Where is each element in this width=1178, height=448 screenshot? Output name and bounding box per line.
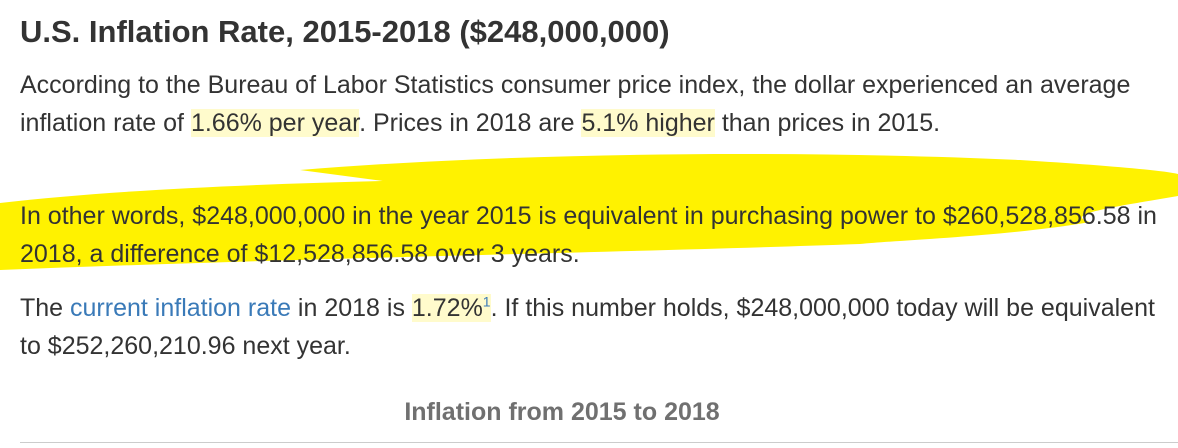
- current-text-1: The: [20, 294, 71, 322]
- current-text-3: . If this number holds, $248,000,000 tod…: [20, 294, 1155, 360]
- intro-text-2: . Prices in 2018 are: [359, 109, 582, 137]
- equivalence-paragraph: In other words, $248,000,000 in the year…: [20, 202, 1157, 268]
- current-inflation-rate-link[interactable]: current inflation rate: [70, 294, 291, 322]
- footnote-link[interactable]: 1: [482, 293, 491, 310]
- intro-text-3: than prices in 2015.: [714, 109, 941, 137]
- percent-higher-highlight: 5.1% higher: [581, 109, 715, 137]
- marker-stroke-swoosh: [300, 154, 1178, 188]
- chart-subheading: Inflation from 2015 to 2018: [404, 398, 720, 426]
- current-text-2: in 2018 is: [290, 294, 412, 322]
- current-rate-highlight: 1.72%1: [411, 293, 491, 322]
- page-title: U.S. Inflation Rate, 2015-2018 ($248,000…: [20, 14, 670, 49]
- intro-text-1: According to the Bureau of Labor Statist…: [20, 71, 1131, 137]
- intro-paragraph: According to the Bureau of Labor Statist…: [20, 66, 1160, 142]
- current-rate-value: 1.72%: [411, 294, 483, 322]
- current-rate-paragraph: The current inflation rate in 2018 is 1.…: [20, 289, 1160, 365]
- divider: [20, 442, 1178, 443]
- average-rate-highlight: 1.66% per year: [190, 109, 360, 137]
